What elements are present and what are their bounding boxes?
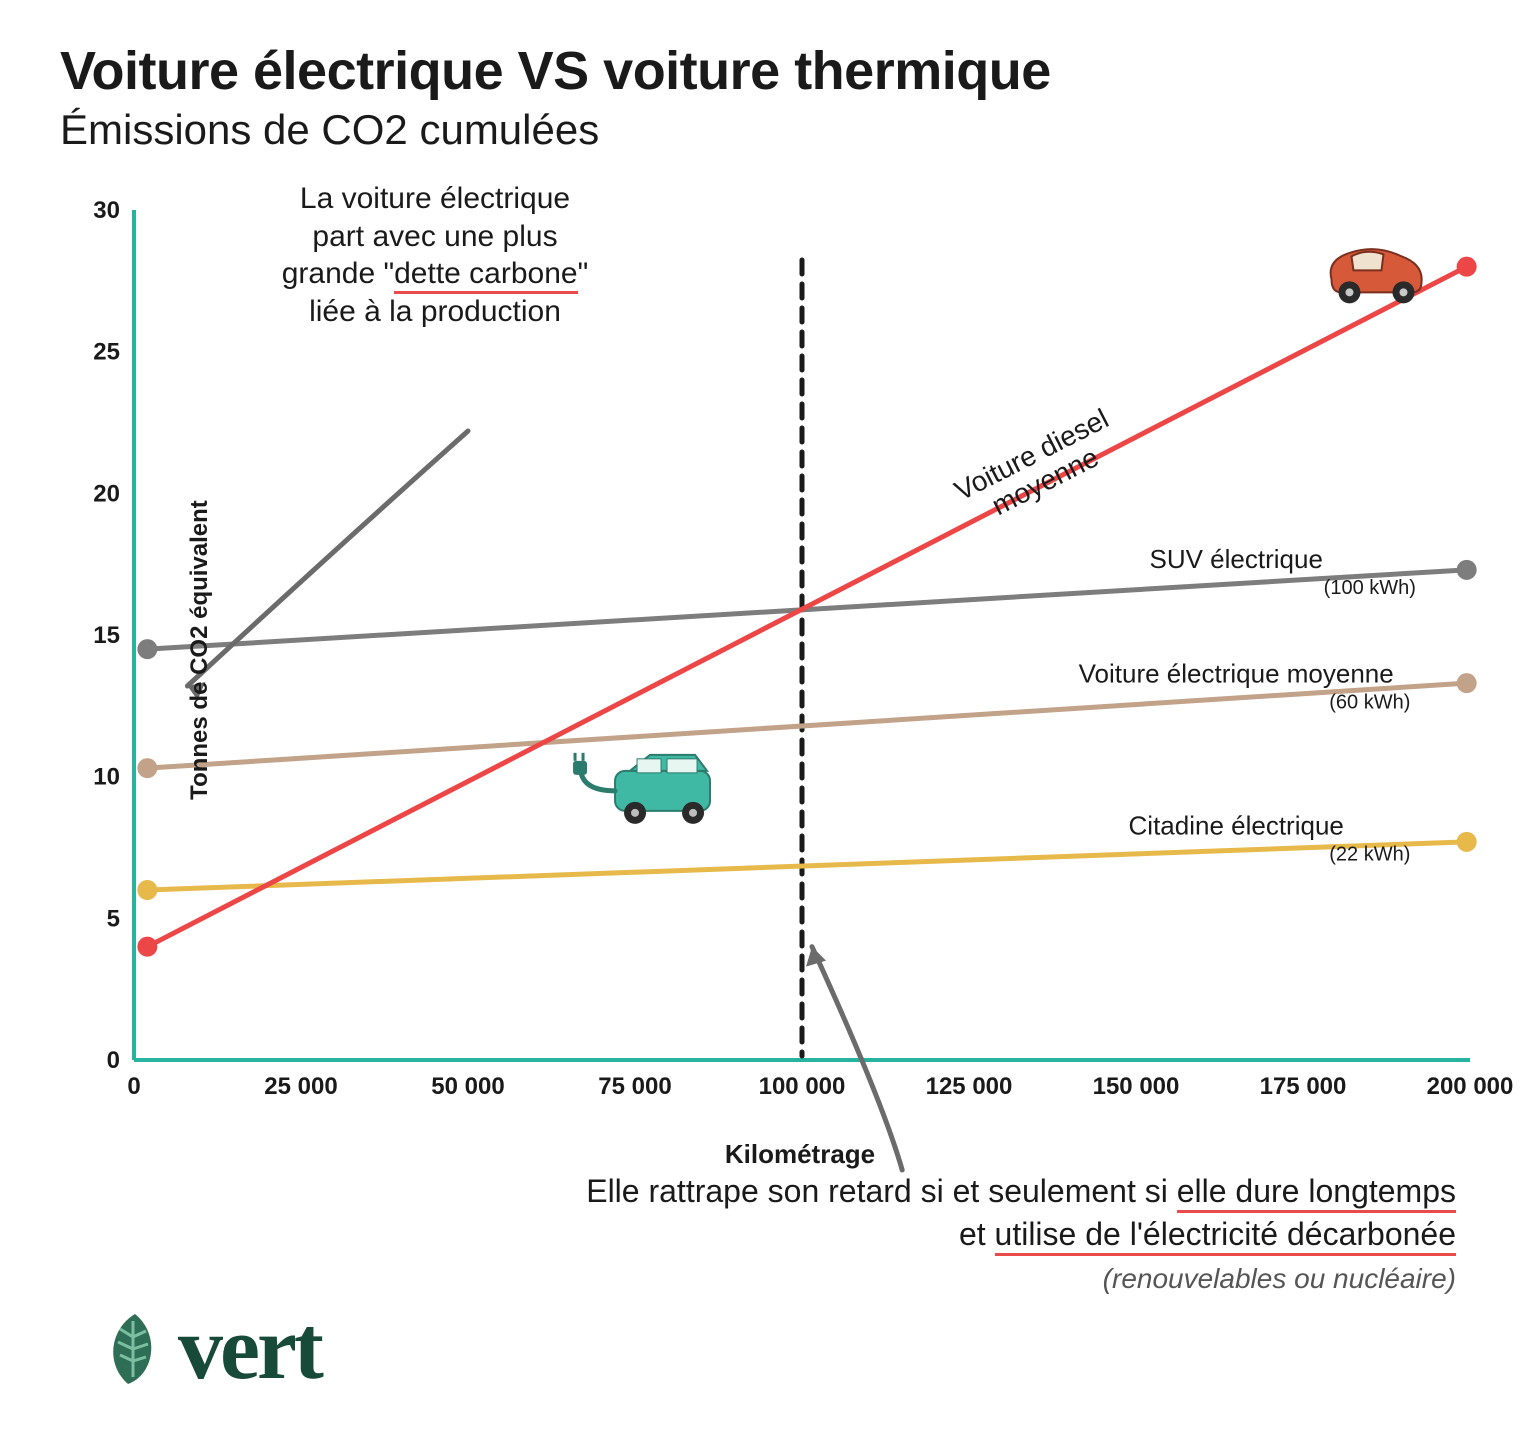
brand-logo: vert [100,1297,321,1400]
svg-text:0: 0 [107,1047,120,1074]
svg-text:20: 20 [93,480,120,507]
svg-text:75 000: 75 000 [598,1073,671,1100]
svg-text:150 000: 150 000 [1093,1073,1180,1100]
annotation-line: grande "dette carbone" [220,255,650,293]
annotation-carbon-debt: La voiture électrique part avec une plus… [220,180,650,330]
svg-text:Voiture dieselmoyenne: Voiture dieselmoyenne [950,403,1127,534]
svg-text:SUV électrique: SUV électrique [1149,544,1322,574]
svg-text:175 000: 175 000 [1260,1073,1347,1100]
svg-text:125 000: 125 000 [926,1073,1013,1100]
svg-text:Voiture électrique moyenne: Voiture électrique moyenne [1079,658,1394,688]
svg-text:0: 0 [127,1073,140,1100]
svg-text:Citadine électrique: Citadine électrique [1129,811,1344,841]
chart-area: Tonnes de CO2 équivalent 051015202530025… [120,200,1480,1100]
svg-text:200 000: 200 000 [1427,1073,1514,1100]
svg-text:(22 kWh): (22 kWh) [1329,844,1410,866]
svg-text:100 000: 100 000 [759,1073,846,1100]
chart-title: Voiture électrique VS voiture thermique [60,40,1476,102]
leaf-icon [100,1309,170,1389]
ev-car-icon [573,753,710,824]
svg-text:(60 kWh): (60 kWh) [1329,691,1410,713]
annotation-line: liée à la production [220,293,650,331]
svg-text:30: 30 [93,197,120,224]
brand-logo-text: vert [178,1297,321,1400]
svg-text:10: 10 [93,764,120,791]
footer-annotation: Elle rattrape son retard si et seulement… [120,1170,1456,1298]
line-chart-svg: 051015202530025 00050 00075 000100 00012… [120,200,1480,1100]
svg-text:50 000: 50 000 [431,1073,504,1100]
y-axis-label: Tonnes de CO2 équivalent [186,500,214,800]
red-car-icon [1331,249,1422,303]
svg-text:(100 kWh): (100 kWh) [1324,577,1416,599]
annotation-line: La voiture électrique [220,180,650,218]
svg-text:25 000: 25 000 [264,1073,337,1100]
svg-text:15: 15 [93,622,120,649]
svg-text:5: 5 [107,905,120,932]
x-axis-label: Kilométrage [120,1139,1480,1170]
chart-subtitle: Émissions de CO2 cumulées [60,106,1476,154]
annotation-line: part avec une plus [220,218,650,256]
svg-text:25: 25 [93,339,120,366]
